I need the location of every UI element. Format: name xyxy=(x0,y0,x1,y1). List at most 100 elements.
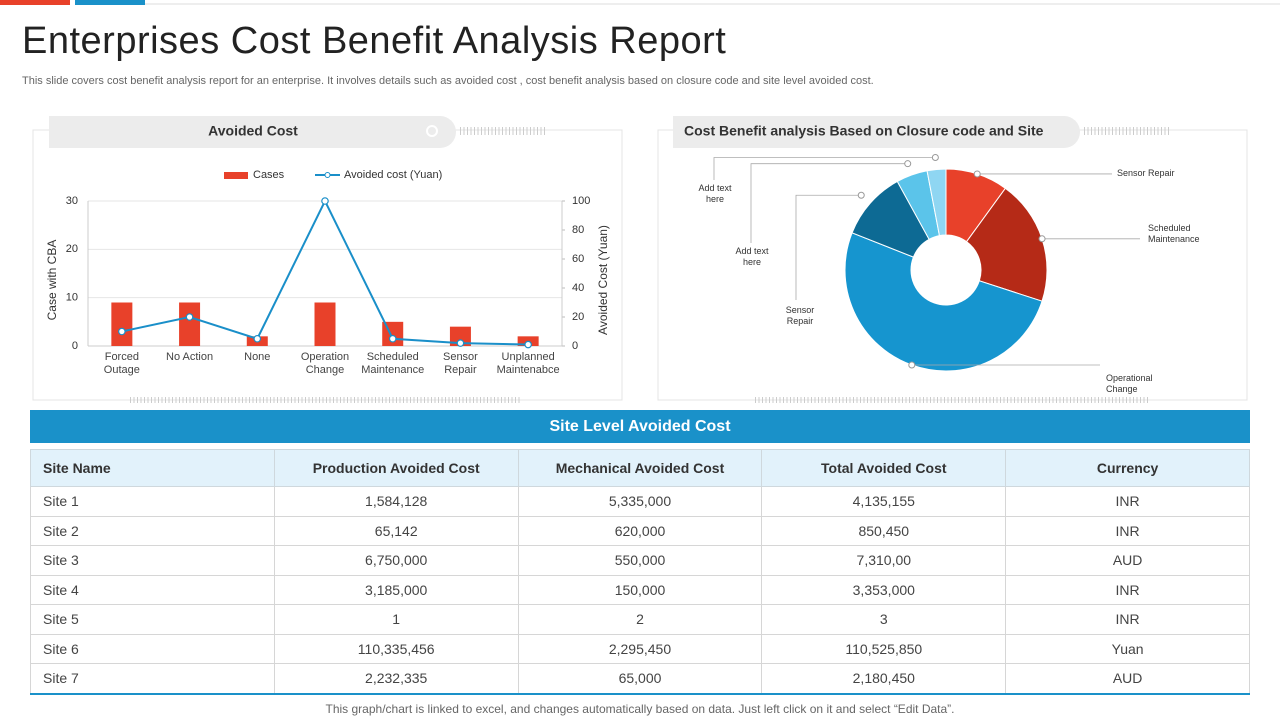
leader-line xyxy=(750,163,908,243)
leader-line xyxy=(795,194,862,300)
line-point xyxy=(524,340,532,349)
panel-title: Avoided Cost xyxy=(208,123,298,139)
x-tick-label: None xyxy=(244,351,271,363)
pie-slice xyxy=(965,187,1048,302)
bar xyxy=(449,326,471,346)
table-cell: 2,232,335 xyxy=(273,663,519,695)
table-cell: 65,142 xyxy=(273,515,519,546)
table-cell: 1 xyxy=(273,604,519,635)
table-cell: AUD xyxy=(1005,545,1250,576)
y-axis-title: Case with CBA xyxy=(45,240,59,321)
table-row: Site 4 3,185,000 150,000 3,353,000 INR xyxy=(30,574,1250,605)
line-point xyxy=(388,334,397,343)
column-header: Site Name xyxy=(30,449,275,487)
panel-header xyxy=(673,116,1080,148)
y2-tick-label: 60 xyxy=(572,253,584,265)
bar xyxy=(111,302,133,346)
y2-tick-label: 40 xyxy=(572,282,584,294)
x-tick-label: Unplanned Maintenabce xyxy=(496,351,560,376)
y-tick-label: 10 xyxy=(66,292,78,304)
legend-label: Cases xyxy=(253,169,285,181)
x-tick-label: No Action xyxy=(166,351,214,363)
accent-bar xyxy=(75,0,145,5)
table-cell: 3,353,000 xyxy=(761,574,1007,605)
y-tick-label: 0 xyxy=(72,340,78,352)
table-cell: 2,295,450 xyxy=(517,633,763,664)
page-subtitle: This slide covers cost benefit analysis … xyxy=(22,75,874,87)
table-cell: 5,335,000 xyxy=(517,486,763,517)
line-point xyxy=(321,197,329,205)
table-cell: Site 7 xyxy=(30,663,275,695)
table-row: Site 3 6,750,000 550,000 7,310,00 AUD xyxy=(30,545,1250,576)
table-cell: 110,335,456 xyxy=(273,633,519,664)
x-tick-label: Forced Outage xyxy=(103,351,140,376)
line-point xyxy=(185,313,194,321)
table-cell: INR xyxy=(1005,515,1250,546)
line-point xyxy=(118,327,126,336)
leader-dot xyxy=(857,191,865,199)
legend-label: Avoided cost (Yuan) xyxy=(344,169,442,181)
table-cell: 3 xyxy=(761,604,1007,635)
column-header: Total Avoided Cost xyxy=(761,449,1007,487)
table-cell: 7,310,00 xyxy=(761,545,1007,576)
line-point xyxy=(253,334,262,343)
bar xyxy=(314,302,336,346)
column-header: Currency xyxy=(1005,449,1250,487)
table-row: Site 1 1,584,128 5,335,000 4,135,155 INR xyxy=(30,486,1250,517)
leader-dot xyxy=(908,361,916,369)
footer-note: This graph/chart is linked to excel, and… xyxy=(325,702,955,716)
slice-label: Operational Change xyxy=(1106,373,1153,394)
legend-swatch xyxy=(324,172,331,178)
table-cell: 110,525,850 xyxy=(761,633,1007,664)
y2-tick-label: 80 xyxy=(572,224,584,236)
table-row: Site 5 1 2 3 INR xyxy=(30,604,1250,635)
bar xyxy=(179,302,201,346)
table-row: Site 7 2,232,335 65,000 2,180,450 AUD xyxy=(30,663,1250,695)
table-cell: INR xyxy=(1005,604,1250,635)
y-tick-label: 20 xyxy=(66,243,78,255)
table-title: Site Level Avoided Cost xyxy=(30,410,1250,443)
table-cell: 150,000 xyxy=(517,574,763,605)
column-header: Mechanical Avoided Cost xyxy=(517,449,763,487)
x-tick-label: Scheduled Maintenance xyxy=(361,351,425,376)
table-cell: 2,180,450 xyxy=(761,663,1007,695)
table-cell: 550,000 xyxy=(517,545,763,576)
table-row: Site 6 110,335,456 2,295,450 110,525,850 Yua… xyxy=(30,633,1250,664)
leader-dot xyxy=(1038,235,1046,243)
table-cell: 65,000 xyxy=(517,663,763,695)
leader-dot xyxy=(973,170,981,178)
table-cell: 1,584,128 xyxy=(273,486,519,517)
table-cell: Yuan xyxy=(1005,633,1250,664)
slice-label: Sensor Repair xyxy=(1117,168,1175,178)
y2-tick-label: 20 xyxy=(572,311,584,323)
slice-label: Sensor Repair xyxy=(785,305,815,326)
y2-axis-title: Avoided Cost (Yuan) xyxy=(596,225,610,335)
leader-dot xyxy=(931,154,939,162)
table-cell: Site 5 xyxy=(30,604,275,635)
slice-label: Add text here xyxy=(735,246,769,267)
table-cell: 3,185,000 xyxy=(273,574,519,605)
table-cell: Site 2 xyxy=(30,515,275,546)
table: Site Name Production Avoided Cost Mechanic… xyxy=(30,449,1250,695)
accent-bar xyxy=(0,0,70,5)
table-cell: Site 1 xyxy=(30,486,275,517)
slice-label: Scheduled Maintenance xyxy=(1148,223,1200,244)
line-point xyxy=(456,339,465,347)
slice-label: Add text here xyxy=(698,183,732,204)
table-body: Site 1 1,584,128 5,335,000 4,135,155 INR Site… xyxy=(30,486,1250,695)
table-cell: 6,750,000 xyxy=(273,545,519,576)
table-cell: INR xyxy=(1005,486,1250,517)
legend-swatch xyxy=(224,172,248,179)
table-cell: 2 xyxy=(517,604,763,635)
panel-title: Cost Benefit analysis Based on Closure c… xyxy=(684,123,1044,139)
column-header: Production Avoided Cost xyxy=(273,449,519,487)
leader-dot xyxy=(904,160,912,168)
y-tick-label: 30 xyxy=(66,195,78,207)
table-cell: Site 4 xyxy=(30,574,275,605)
table-cell: Site 3 xyxy=(30,545,275,576)
table-cell: Site 6 xyxy=(30,633,275,664)
table-cell: AUD xyxy=(1005,663,1250,695)
table-cell: 620,000 xyxy=(517,515,763,546)
page-title: Enterprises Cost Benefit Analysis Report xyxy=(22,20,727,62)
